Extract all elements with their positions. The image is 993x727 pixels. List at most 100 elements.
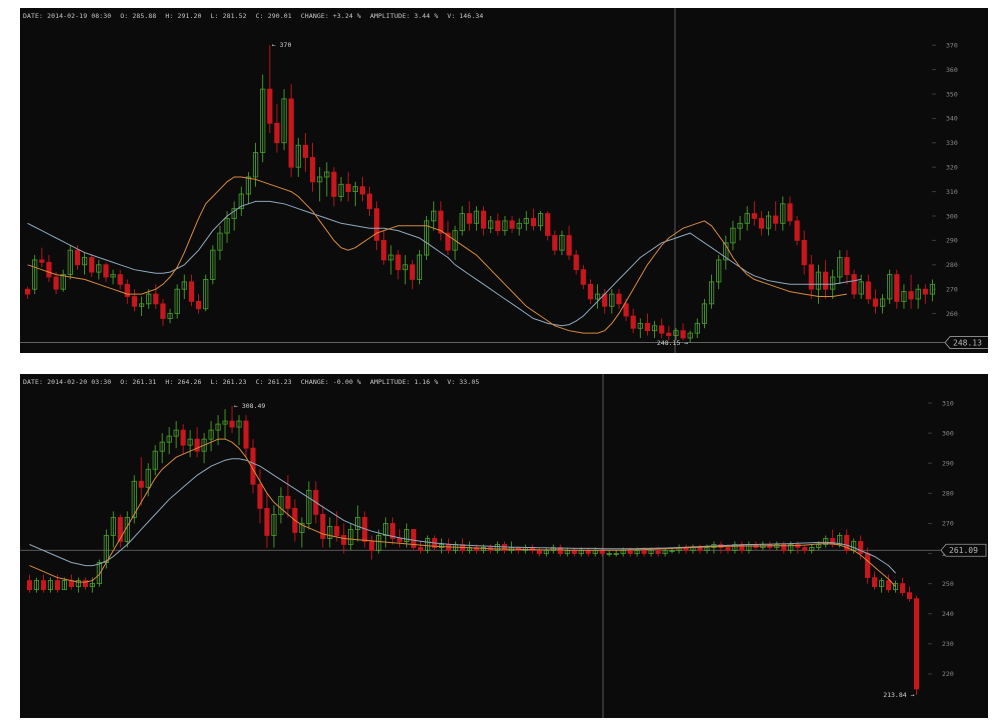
candle-body — [680, 330, 686, 339]
candle-body — [96, 562, 102, 585]
candle-body — [131, 480, 137, 518]
candle-body — [324, 171, 330, 178]
candle-body — [376, 535, 382, 551]
candle-body — [145, 468, 151, 488]
candle-body — [348, 529, 354, 545]
candle-body — [32, 259, 38, 290]
candle-body — [252, 152, 259, 178]
candle-body — [53, 276, 59, 290]
candle-body — [901, 291, 907, 302]
candle-body — [47, 580, 54, 591]
y-tick-label: 270 — [946, 286, 958, 294]
candle-body — [858, 541, 864, 554]
current-price-label: 261.09 — [949, 546, 978, 555]
candle-body — [587, 283, 594, 300]
candle-body — [117, 516, 123, 542]
candle-body — [54, 580, 60, 591]
candle-body — [466, 213, 472, 224]
candlestick-chart-top[interactable]: 260 270 280 290 300 310 320 330 340 350 360 370 ← 37… — [20, 8, 988, 353]
candle-body — [180, 429, 186, 446]
candle-body — [865, 281, 871, 300]
moving-average-slow — [29, 458, 896, 574]
header-open: O: 285.88 — [120, 12, 157, 20]
candle-body — [616, 293, 622, 305]
candle-body — [480, 547, 487, 551]
candle-body — [152, 450, 158, 470]
y-tick-label: 290 — [946, 237, 958, 245]
candle-body — [438, 210, 444, 234]
candle-body — [899, 583, 906, 594]
candle-body — [201, 438, 207, 452]
candle-body — [409, 264, 415, 280]
candle-body — [494, 544, 501, 551]
candle-body — [648, 550, 654, 554]
candlestick-chart-bottom[interactable]: 220230240250260270280290300310← 308.4921… — [20, 374, 988, 718]
header-close: C: 261.23 — [255, 378, 292, 386]
candle-body — [425, 538, 431, 551]
candle-body — [397, 538, 403, 542]
candle-body — [844, 535, 850, 551]
header-high: H: 291.20 — [165, 12, 202, 20]
candle-body — [594, 293, 601, 300]
candle-body — [573, 254, 579, 271]
candle-body — [751, 213, 757, 219]
chart-panel-top[interactable]: DATE: 2014-02-19 08:30 O: 285.88 H: 291.20… — [20, 8, 988, 353]
candle-body — [644, 322, 651, 332]
candle-body — [181, 281, 187, 290]
candle-body — [208, 429, 214, 440]
header-date: DATE: 2014-02-19 08:30 — [23, 12, 112, 20]
candle-body — [543, 550, 549, 554]
candle-body — [606, 553, 612, 555]
candle-body — [402, 264, 408, 271]
candle-body — [922, 288, 928, 295]
y-tick-label: 260 — [946, 310, 958, 318]
candle-body — [81, 257, 88, 266]
candle-body — [701, 303, 708, 324]
candle-body — [334, 526, 340, 536]
y-tick-label: 220 — [942, 670, 954, 678]
candle-body — [765, 215, 772, 229]
candle-body — [445, 232, 451, 251]
y-tick-label: 350 — [946, 90, 958, 98]
y-tick-label: 310 — [946, 188, 958, 196]
candle-body — [929, 283, 936, 295]
candle-body — [879, 580, 885, 588]
candle-body — [655, 550, 661, 554]
candle-body — [737, 222, 743, 229]
candle-body — [659, 325, 665, 334]
candle-body — [352, 186, 358, 193]
candle-body — [274, 122, 280, 144]
candle-body — [317, 176, 323, 183]
candle-body — [495, 220, 501, 232]
candle-body — [159, 441, 165, 452]
candle-body — [366, 193, 373, 210]
candle-body — [431, 210, 437, 222]
candle-body — [687, 332, 693, 339]
candle-body — [815, 271, 822, 290]
candle-body — [338, 183, 344, 197]
candle-body — [331, 171, 337, 197]
chart-panel-bottom[interactable]: DATE: 2014-02-20 03:30 O: 261.31 H: 264.26… — [20, 374, 988, 718]
candle-body — [530, 218, 537, 227]
y-tick-label: 250 — [942, 580, 954, 588]
candle-body — [523, 218, 529, 224]
candle-body — [439, 544, 445, 548]
candle-body — [153, 293, 159, 305]
candle-body — [61, 580, 67, 591]
y-tick-label: 290 — [942, 460, 954, 468]
candle-body — [374, 208, 380, 241]
candle-body — [146, 293, 152, 305]
candle-body — [585, 550, 591, 554]
candle-body — [160, 303, 166, 319]
candle-body — [865, 553, 871, 578]
candle-body — [599, 550, 605, 554]
candle-body — [913, 598, 920, 690]
candle-body — [566, 235, 572, 256]
candle-body — [309, 157, 316, 183]
candle-body — [452, 230, 458, 251]
header-volume: V: 146.34 — [447, 12, 484, 20]
candle-body — [267, 88, 273, 124]
candle-body — [187, 438, 193, 446]
candle-body — [210, 249, 216, 280]
candle-body — [502, 220, 508, 232]
